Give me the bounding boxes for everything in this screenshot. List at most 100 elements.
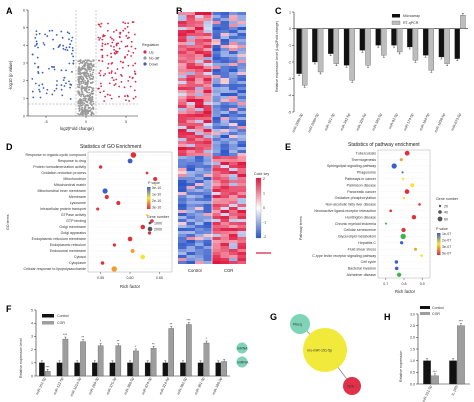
panel-b-colorkey-tick-label: -1 bbox=[263, 221, 266, 225]
panel-b-cell bbox=[220, 189, 229, 192]
panel-b-cell bbox=[212, 156, 221, 159]
panel-b-cell bbox=[212, 30, 221, 33]
panel-b-cell bbox=[237, 15, 246, 18]
panel-b-cell bbox=[212, 198, 221, 201]
panel-b-cell bbox=[203, 78, 212, 81]
panel-b-cell bbox=[203, 33, 212, 36]
panel-a-point-up bbox=[118, 85, 121, 88]
panel-g-node-pikcq-label: Pikcq bbox=[293, 323, 302, 327]
panel-a-point-down bbox=[71, 47, 74, 49]
panel-e-legend-pvalue-tick: 1e-07 bbox=[442, 232, 451, 236]
panel-b-cell bbox=[212, 66, 221, 69]
panel-a-point-down bbox=[62, 79, 65, 82]
panel-b-cell bbox=[178, 144, 187, 147]
panel-b-cell bbox=[203, 210, 212, 213]
panel-b-cell bbox=[195, 243, 204, 246]
panel-a-point-nodiff bbox=[84, 71, 87, 74]
panel-b-cell bbox=[229, 18, 238, 21]
f-chart-bar bbox=[215, 362, 222, 377]
panel-b-cell bbox=[220, 222, 229, 225]
panel-a-point-nodiff bbox=[83, 73, 85, 76]
panel-b-cell bbox=[186, 243, 195, 246]
panel-b-cell bbox=[237, 201, 246, 204]
panel-b-cell bbox=[212, 240, 221, 243]
panel-b-cell bbox=[229, 240, 238, 243]
panel-a-point-nodiff bbox=[87, 88, 90, 91]
panel-a-point-nodiff bbox=[92, 75, 95, 78]
panel-b-cell bbox=[237, 147, 246, 150]
panel-b-cell bbox=[178, 111, 187, 114]
panel-a-point-up bbox=[99, 37, 102, 39]
panel-b-cell bbox=[212, 171, 221, 174]
panel-a-point-nodiff bbox=[78, 76, 81, 79]
panel-b-cell bbox=[229, 246, 238, 249]
panel-b-cell bbox=[203, 126, 212, 129]
panel-b-cell bbox=[237, 63, 246, 66]
panel-a-point-nodiff bbox=[85, 85, 88, 88]
panel-f-y-label: Relative expression level bbox=[19, 338, 23, 378]
panel-b-cell bbox=[212, 15, 221, 18]
panel-b-cell bbox=[229, 204, 238, 207]
panel-b-cell bbox=[220, 105, 229, 108]
panel-e-x-ticks: 0.7 0.8 0.9 bbox=[383, 278, 425, 286]
panel-b-cell bbox=[237, 180, 246, 183]
f-chart-x-tick-label: miR-382-5p bbox=[176, 377, 188, 396]
f-chart-significance: * bbox=[205, 337, 207, 341]
panel-b-cell bbox=[237, 57, 246, 60]
panel-a-y-ticks: 0 1 2 3 4 5 6 bbox=[23, 8, 28, 118]
panel-b-cell bbox=[229, 36, 238, 39]
panel-b-cell bbox=[178, 219, 187, 222]
panel-b-cell bbox=[203, 108, 212, 111]
panel-a-point-up bbox=[106, 67, 109, 69]
panel-b-cell bbox=[220, 45, 229, 48]
f-chart-y-tick-label: 5 bbox=[31, 308, 33, 312]
panel-b-cell bbox=[195, 36, 204, 39]
panel-b-cell bbox=[195, 117, 204, 120]
panel-b-cell bbox=[237, 111, 246, 114]
panel-b-cell bbox=[229, 96, 238, 99]
panel-b-cell bbox=[178, 36, 187, 39]
panel-b-cell bbox=[195, 249, 204, 252]
panel-a-point-up bbox=[114, 72, 117, 75]
panel-b-cell bbox=[220, 249, 229, 252]
panel-a-x-ticks: -5 0 5 bbox=[44, 116, 127, 124]
panel-b-cell bbox=[212, 78, 221, 81]
panel-b-cell bbox=[220, 171, 229, 174]
panel-b-cell bbox=[229, 114, 238, 117]
panel-b-cell bbox=[237, 171, 246, 174]
panel-a-point-down bbox=[35, 43, 38, 46]
panel-f-key-mrna: mRNA bbox=[237, 346, 248, 350]
panel-b-cell bbox=[186, 96, 195, 99]
panel-a-point-up bbox=[116, 50, 119, 53]
panel-b-cell bbox=[229, 90, 238, 93]
panel-b-cell bbox=[195, 135, 204, 138]
panel-a-point-down bbox=[65, 69, 67, 72]
panel-b-cell bbox=[237, 198, 246, 201]
panel-b-cell bbox=[203, 144, 212, 147]
panel-b-cell bbox=[195, 189, 204, 192]
panel-b-cell bbox=[212, 117, 221, 120]
d-term-label: Protein homodimerization activity bbox=[33, 165, 86, 169]
panel-b-cell bbox=[178, 12, 187, 15]
panel-b-cell bbox=[195, 147, 204, 150]
panel-b-cell bbox=[178, 225, 187, 228]
c-chart-x-tick-label: miR-345-5p bbox=[371, 113, 383, 132]
panel-b-cell bbox=[178, 18, 187, 21]
panel-b-cell bbox=[186, 186, 195, 189]
c-chart-y-tick-label: -1 bbox=[288, 44, 291, 48]
panel-a-point-up bbox=[110, 72, 113, 74]
panel-b-cell bbox=[220, 141, 229, 144]
panel-b-cell bbox=[237, 105, 246, 108]
panel-b-cell bbox=[186, 192, 195, 195]
panel-b-cell bbox=[203, 111, 212, 114]
panel-b-cell bbox=[186, 129, 195, 132]
panel-b-cell bbox=[178, 39, 187, 42]
f-chart-bar bbox=[80, 341, 86, 377]
panel-h-legend-control: Control bbox=[432, 306, 444, 310]
panel-d-legend-pvalue-bar bbox=[147, 187, 151, 209]
e-dot bbox=[401, 171, 404, 174]
panel-a-y-tick-label: 1 bbox=[23, 97, 25, 101]
panel-a-point-down bbox=[61, 94, 64, 97]
panel-b-cell bbox=[237, 195, 246, 198]
